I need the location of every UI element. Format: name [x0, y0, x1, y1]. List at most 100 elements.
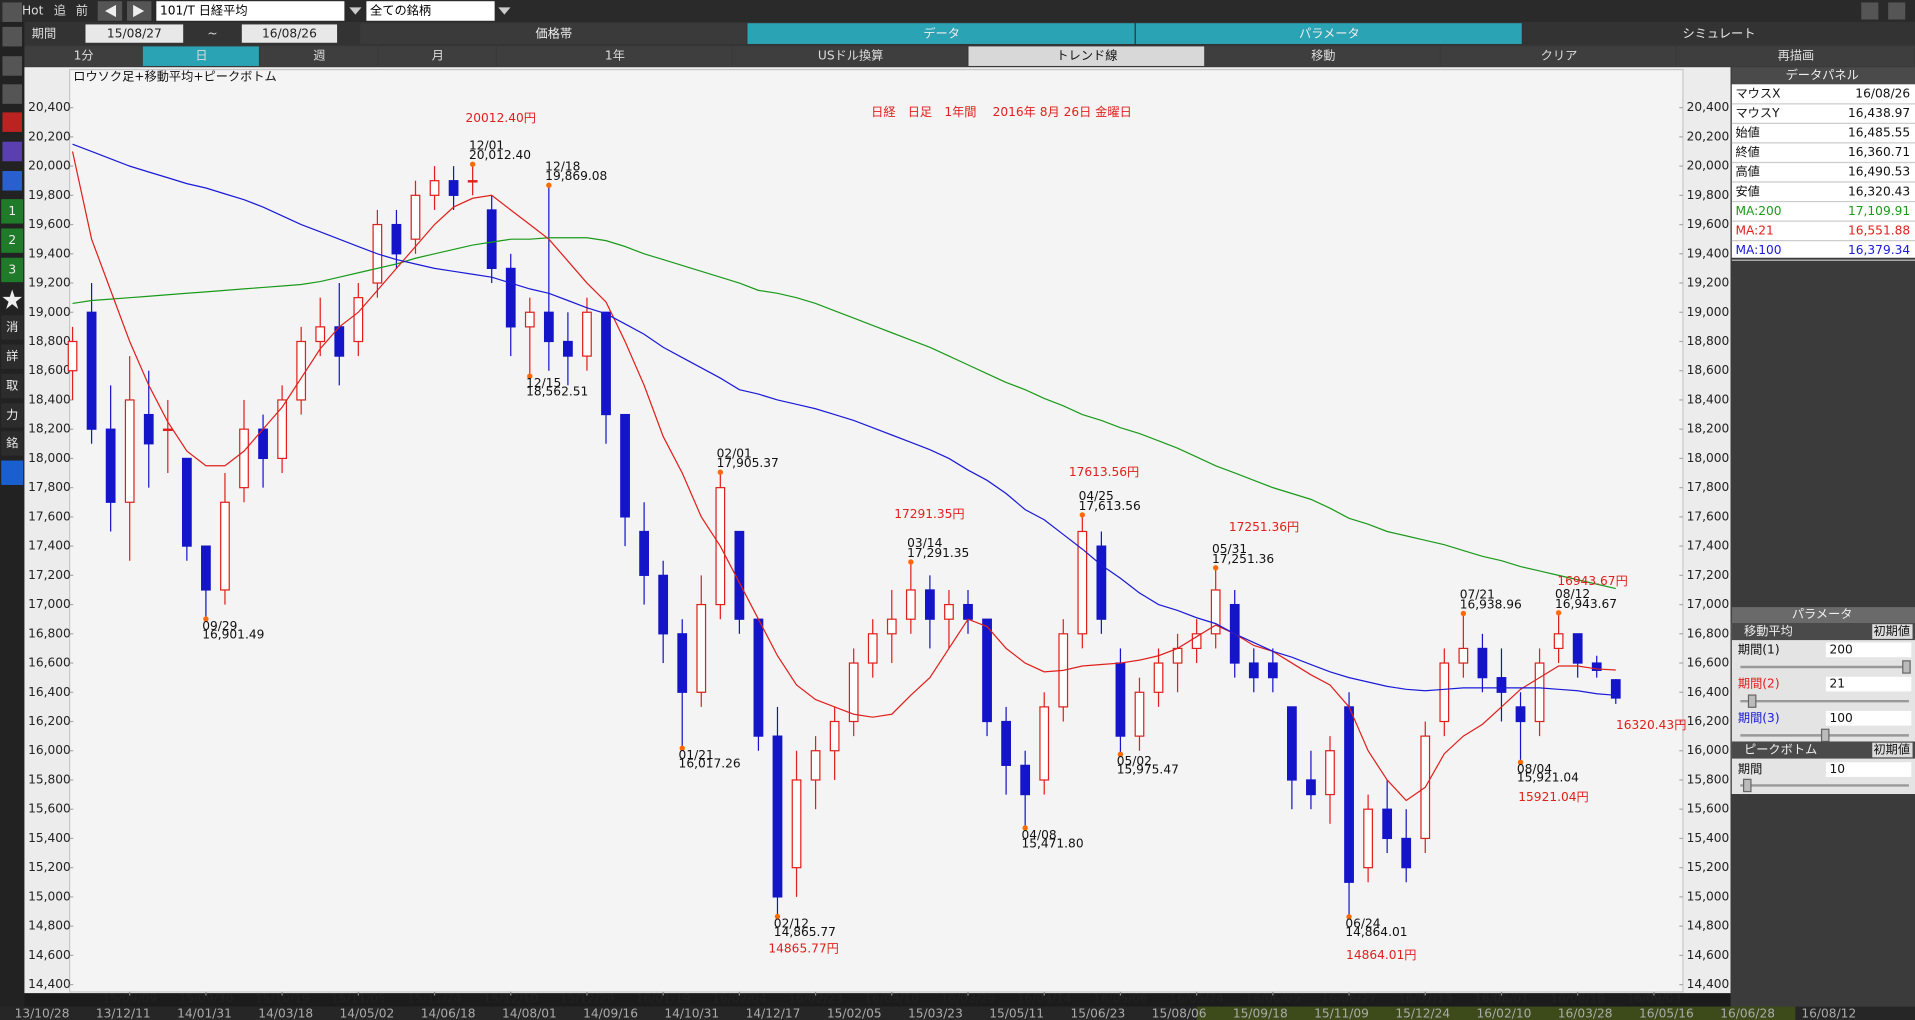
side-label[interactable]: 銘 [6, 435, 18, 450]
y-tick-label: 16,000 [28, 743, 71, 757]
interval-label[interactable]: 1年 [605, 49, 625, 63]
side-button[interactable] [1, 228, 24, 253]
y-tick-label-right: 19,800 [1687, 188, 1730, 202]
side-icon[interactable] [2, 26, 22, 47]
y-tick-label: 19,200 [28, 276, 71, 290]
slider-thumb[interactable] [1820, 728, 1830, 743]
interval-button[interactable] [260, 46, 378, 66]
interval-button[interactable] [1441, 46, 1676, 66]
reset-label[interactable]: 初期値 [1873, 742, 1910, 757]
data-label: 終値 [1735, 144, 1759, 159]
side-icon[interactable] [2, 84, 22, 104]
gear-icon[interactable] [1, 460, 24, 485]
interval-label[interactable]: 移動 [1311, 49, 1335, 63]
ma-label: MA:21 [1735, 223, 1773, 237]
interval-button[interactable] [497, 46, 732, 66]
hot-button[interactable]: Hot [22, 3, 44, 17]
slider-thumb[interactable] [1742, 778, 1752, 793]
callout: 17251.36円 [1229, 520, 1299, 534]
reset-button[interactable] [1872, 624, 1913, 639]
side-icon[interactable] [2, 141, 22, 162]
tab[interactable] [1135, 23, 1522, 44]
interval-button[interactable] [1205, 46, 1440, 66]
slider-thumb[interactable] [1747, 694, 1757, 708]
data-panel-body [1731, 84, 1915, 258]
section-bar [1731, 741, 1915, 759]
interval-label[interactable]: クリア [1541, 49, 1578, 63]
interval-label[interactable]: USドル換算 [818, 48, 883, 63]
candle-body [639, 530, 649, 576]
interval-label[interactable]: 再描画 [1778, 49, 1815, 63]
reset-label[interactable]: 初期値 [1873, 623, 1910, 638]
param-value[interactable]: 10 [1830, 762, 1846, 776]
param-value[interactable]: 21 [1830, 677, 1846, 691]
reset-button[interactable] [1872, 742, 1913, 758]
scroll-date: 14/10/31 [664, 1006, 719, 1020]
interval-label[interactable]: 1分 [74, 49, 94, 63]
star-icon[interactable] [2, 289, 22, 310]
param-input[interactable] [1825, 642, 1912, 658]
x-tick-label: 16/08/01 [1474, 992, 1529, 1006]
side-label[interactable]: 取 [6, 379, 18, 393]
scroll-thumb[interactable] [1196, 1006, 1796, 1020]
window-button[interactable] [1861, 2, 1879, 20]
nav-button[interactable]: 追 [54, 2, 66, 17]
side-button[interactable] [1, 315, 24, 340]
side-label[interactable]: 2 [8, 233, 16, 247]
param-label: 期間(1) [1738, 642, 1780, 656]
symbol-input[interactable] [156, 1, 345, 21]
interval-label[interactable]: 月 [432, 49, 444, 63]
side-button[interactable] [1, 344, 24, 369]
ma-line [72, 237, 1616, 590]
tab[interactable] [1522, 23, 1914, 44]
tab[interactable] [747, 23, 1135, 44]
candle-body [1439, 662, 1450, 723]
interval-button[interactable] [378, 46, 496, 66]
y-tick-label: 18,400 [28, 392, 71, 406]
callout: 15921.04円 [1518, 790, 1588, 804]
window-button[interactable] [1888, 2, 1906, 20]
tab-label[interactable]: 価格帯 [536, 26, 573, 41]
side-icon[interactable] [2, 171, 22, 191]
tab-label[interactable]: データ [923, 26, 960, 41]
side-icon[interactable] [2, 2, 22, 22]
interval-label[interactable]: 日 [195, 49, 207, 63]
side-button[interactable] [1, 403, 24, 428]
slider-thumb[interactable] [1902, 660, 1911, 674]
to-input[interactable] [241, 24, 338, 43]
interval-button[interactable] [24, 46, 142, 66]
side-label[interactable]: 詳 [6, 348, 18, 363]
interval-button[interactable] [142, 46, 259, 66]
side-label[interactable]: 力 [6, 408, 18, 422]
param-input[interactable] [1825, 762, 1912, 777]
param-value[interactable]: 200 [1830, 642, 1853, 656]
interval-button[interactable] [1676, 46, 1914, 66]
tab-label[interactable]: シミュレート [1682, 27, 1755, 41]
candle-body [734, 530, 745, 620]
y-tick-label: 20,400 [28, 100, 71, 114]
candle-body [467, 180, 478, 183]
universe-select[interactable] [366, 1, 495, 21]
side-label[interactable]: 消 [6, 320, 18, 334]
side-label[interactable]: 3 [8, 262, 16, 276]
side-button[interactable] [1, 257, 24, 283]
interval-label[interactable]: 週 [313, 49, 325, 63]
side-button[interactable] [1, 199, 24, 224]
tab[interactable] [360, 23, 747, 44]
from-input[interactable] [85, 24, 184, 43]
tab-label[interactable]: パラメータ [1299, 27, 1360, 41]
side-button[interactable] [1, 431, 24, 456]
param-input[interactable] [1825, 710, 1912, 726]
candle-body [963, 603, 973, 620]
side-icon[interactable] [2, 112, 22, 132]
interval-button[interactable] [968, 46, 1205, 66]
interval-button[interactable] [732, 46, 968, 66]
interval-label[interactable]: トレンド線 [1056, 48, 1117, 63]
to-date: 16/08/26 [262, 27, 317, 41]
param-value[interactable]: 100 [1830, 711, 1853, 725]
nav-button[interactable]: 前 [76, 2, 88, 17]
param-input[interactable] [1825, 676, 1912, 692]
side-label[interactable]: 1 [8, 204, 16, 218]
side-icon[interactable] [2, 56, 22, 76]
side-button[interactable] [1, 373, 24, 399]
